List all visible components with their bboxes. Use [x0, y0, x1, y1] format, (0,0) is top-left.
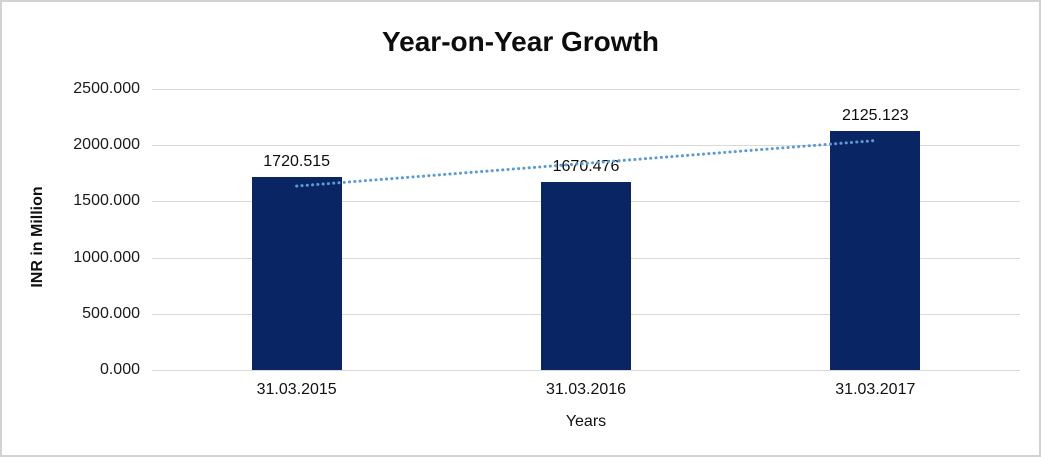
bar-value-label: 1670.476 — [552, 158, 620, 176]
y-tick-label: 2500.000 — [73, 80, 140, 97]
bar-value-label: 2125.123 — [841, 107, 909, 125]
y-tick-label: 1500.000 — [73, 192, 140, 210]
x-tick-label: 31.03.2015 — [256, 381, 337, 398]
y-tick-label: 1000.000 — [73, 248, 140, 266]
y-tick-label: 2000.000 — [73, 136, 140, 154]
x-tick-label: 31.03.2017 — [835, 381, 916, 398]
x-axis-title: Years — [565, 413, 607, 430]
bar-value-label: 1720.515 — [263, 152, 331, 170]
bar — [251, 176, 342, 370]
chart-title: Year-on-Year Growth — [382, 26, 659, 57]
x-tick-label: 31.03.2016 — [545, 381, 627, 398]
gridline — [152, 370, 1020, 371]
bar — [830, 131, 921, 370]
gridline — [152, 89, 1020, 90]
y-tick-label: 500.000 — [82, 304, 140, 322]
plot-area — [152, 89, 1020, 371]
y-tick-label: 0.000 — [99, 361, 140, 378]
bar — [541, 182, 631, 370]
